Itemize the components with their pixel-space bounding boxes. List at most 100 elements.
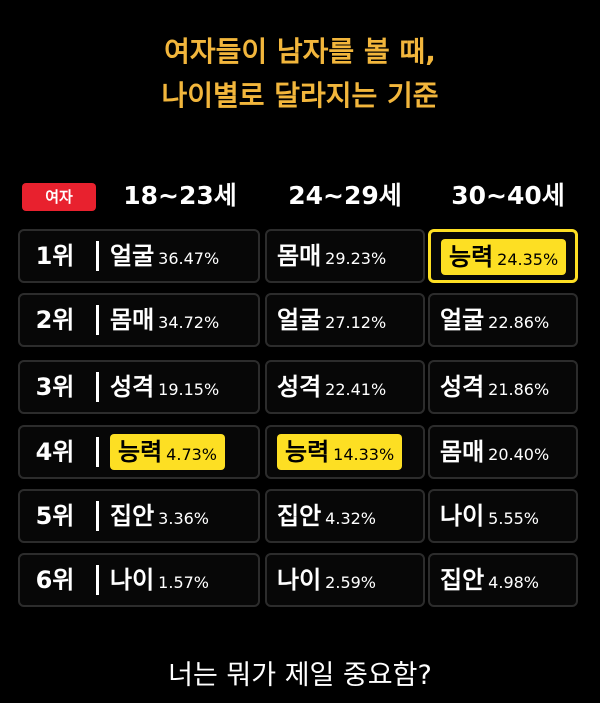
criterion-word: 나이 (440, 502, 485, 530)
table-cell: 성격 21.86% (428, 360, 578, 414)
criterion-wrap: 나이 1.57% (110, 566, 209, 594)
criterion-percent: 5.55% (488, 509, 539, 528)
criterion-percent: 4.73% (166, 445, 217, 464)
table-cell: 몸매 20.40% (428, 425, 578, 479)
title-line-2: 나이별로 달라지는 기준 (161, 79, 439, 112)
criterion-percent: 24.35% (497, 250, 559, 269)
criterion-percent: 3.36% (158, 509, 209, 528)
criterion-entry: 몸매 20.40% (440, 427, 549, 477)
criterion-entry: 능력 14.33% (277, 427, 403, 477)
criterion-word: 집안 (277, 502, 322, 530)
highlight-box: 능력 4.73% (110, 434, 225, 470)
criterion-wrap: 얼굴 27.12% (277, 306, 387, 334)
criterion-percent: 22.41% (325, 380, 387, 399)
criterion-entry: 성격 19.15% (110, 362, 219, 412)
criterion-entry: 얼굴 36.47% (110, 231, 219, 281)
table-cell: 나이 2.59% (265, 553, 425, 607)
criterion-entry: 집안 4.32% (277, 491, 376, 541)
criterion-wrap: 집안 4.98% (440, 566, 539, 594)
rank-label: 3위 (35, 373, 75, 401)
criterion-word: 성격 (277, 373, 322, 401)
criterion-entry: 집안 4.98% (440, 555, 539, 605)
title-line-1: 여자들이 남자를 볼 때, (164, 35, 436, 68)
criterion-wrap: 나이 2.59% (277, 566, 376, 594)
rank-label: 2위 (35, 306, 75, 334)
table-row: 4위 능력 4.73% (18, 425, 260, 479)
criterion-entry: 나이 1.57% (110, 555, 209, 605)
criterion-wrap: 몸매 20.40% (440, 438, 550, 466)
rank-divider (96, 565, 99, 595)
criterion-word: 능력 (118, 438, 163, 466)
table-cell: 몸매 29.23% (265, 229, 425, 283)
criterion-percent: 2.59% (325, 573, 376, 592)
criterion-word: 성격 (440, 373, 485, 401)
rank-label: 5위 (35, 502, 75, 530)
criterion-wrap: 얼굴 22.86% (440, 306, 550, 334)
criterion-word: 몸매 (277, 242, 322, 270)
criterion-percent: 19.15% (158, 380, 220, 399)
rank-divider (96, 241, 99, 271)
rank-label: 1위 (35, 242, 75, 270)
table-row: 3위 성격 19.15% (18, 360, 260, 414)
criterion-entry: 몸매 34.72% (110, 295, 219, 345)
criterion-percent: 22.86% (488, 313, 550, 332)
criterion-entry: 능력 24.35% (441, 232, 567, 282)
criterion-word: 얼굴 (110, 242, 155, 270)
rank-divider (96, 305, 99, 335)
criterion-wrap: 몸매 34.72% (110, 306, 220, 334)
criterion-percent: 34.72% (158, 313, 220, 332)
criterion-word: 나이 (110, 566, 155, 594)
criterion-percent: 1.57% (158, 573, 209, 592)
criterion-percent: 27.12% (325, 313, 387, 332)
criterion-wrap: 나이 5.55% (440, 502, 539, 530)
criterion-entry: 얼굴 22.86% (440, 295, 549, 345)
table-cell: 얼굴 27.12% (265, 293, 425, 347)
criterion-word: 얼굴 (277, 306, 322, 334)
criterion-percent: 20.40% (488, 445, 550, 464)
table-cell: 성격 22.41% (265, 360, 425, 414)
rank-divider (96, 501, 99, 531)
criterion-word: 얼굴 (440, 306, 485, 334)
criterion-entry: 몸매 29.23% (277, 231, 386, 281)
table-cell: 나이 5.55% (428, 489, 578, 543)
criterion-percent: 4.32% (325, 509, 376, 528)
table-cell: 능력 14.33% (265, 425, 425, 479)
highlight-box: 능력 24.35% (441, 239, 567, 275)
criterion-entry: 나이 5.55% (440, 491, 539, 541)
table-cell: 능력 24.35% (428, 229, 578, 283)
age-header-24-29: 24~29세 (288, 181, 402, 210)
criterion-wrap: 성격 22.41% (277, 373, 387, 401)
table-header: 여자 18~23세 24~29세 30~40세 (0, 176, 600, 216)
criterion-entry: 성격 22.41% (277, 362, 386, 412)
criterion-word: 몸매 (110, 306, 155, 334)
criterion-entry: 집안 3.36% (110, 491, 209, 541)
table-row: 6위 나이 1.57% (18, 553, 260, 607)
age-header-18-23: 18~23세 (123, 181, 237, 210)
criterion-percent: 4.98% (488, 573, 539, 592)
rank-divider (96, 437, 99, 467)
criterion-wrap: 성격 21.86% (440, 373, 550, 401)
age-header-30-40: 30~40세 (451, 181, 565, 210)
criterion-wrap: 몸매 29.23% (277, 242, 387, 270)
table-row: 2위 몸매 34.72% (18, 293, 260, 347)
gender-badge: 여자 (22, 183, 96, 211)
criterion-percent: 36.47% (158, 249, 220, 268)
table-row: 5위 집안 3.36% (18, 489, 260, 543)
rank-divider (96, 372, 99, 402)
criterion-wrap: 얼굴 36.47% (110, 242, 220, 270)
criterion-word: 집안 (440, 566, 485, 594)
rank-label: 6위 (35, 566, 75, 594)
question-text: 너는 뭐가 제일 중요함? (168, 660, 432, 691)
page-title: 여자들이 남자를 볼 때, 나이별로 달라지는 기준 (0, 30, 600, 118)
criterion-wrap: 성격 19.15% (110, 373, 220, 401)
table-cell: 집안 4.98% (428, 553, 578, 607)
criterion-entry: 얼굴 27.12% (277, 295, 386, 345)
criterion-wrap: 집안 4.32% (277, 502, 376, 530)
criterion-word: 성격 (110, 373, 155, 401)
criterion-word: 능력 (285, 438, 330, 466)
criterion-percent: 21.86% (488, 380, 550, 399)
criterion-entry: 성격 21.86% (440, 362, 549, 412)
criterion-word: 집안 (110, 502, 155, 530)
criterion-percent: 29.23% (325, 249, 387, 268)
criterion-entry: 능력 4.73% (110, 427, 225, 477)
